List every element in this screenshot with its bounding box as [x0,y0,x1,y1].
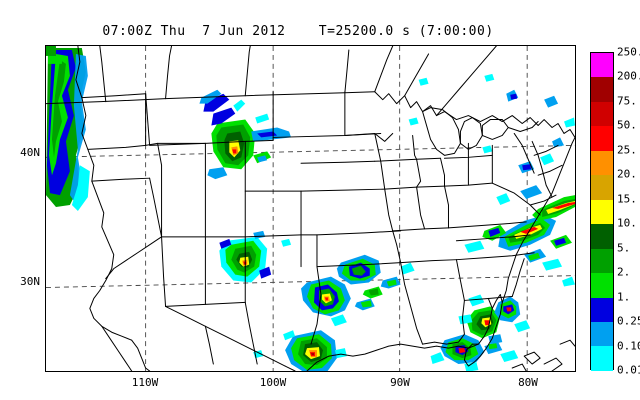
x-axis-tick-110W: 110W [131,376,159,389]
y-axis-tick-30N: 30N [20,275,40,288]
colorbar-label-10.: 10. [617,216,637,230]
precip-gulf-coast [430,334,519,371]
colorbar-band-9 [591,273,613,298]
colorbar-band-3 [591,126,613,151]
map-plot-area[interactable] [45,45,576,372]
x-axis-tick-100W: 100W [259,376,287,389]
map-geography [46,46,575,371]
colorbar-band-10 [591,297,613,322]
colorbar-label-50.: 50. [617,118,637,132]
colorbar-label-25.: 25. [617,143,637,157]
colorbar-label-0.01: 0.01 [617,363,640,377]
precip-florida [458,294,531,345]
precip-wyoming-nebraska [199,89,292,180]
colorbar-label-75.: 75. [617,94,637,108]
precip-colorado [219,230,272,283]
colorbar-band-5 [591,175,613,200]
page-title: 07:00Z Thu 7 Jun 2012 T=25200.0 s (7:00:… [102,24,494,39]
colorbar-label-15.: 15. [617,192,637,206]
colorbar-band-6 [591,199,613,225]
colorbar-label-250.: 250. [617,45,640,59]
precipitation-field [46,46,575,371]
colorbar-band-2 [591,101,613,127]
precip-central-texas [283,330,347,371]
colorbar-band-8 [591,248,613,274]
x-axis-tick-80W: 80W [518,376,538,389]
colorbar-label-2.: 2. [617,265,631,279]
colorbar-label-0.10: 0.10 [617,339,640,353]
colorbar-band-1 [591,77,613,102]
precip-pacific-northwest [46,46,90,211]
colorbar-band-11 [591,321,613,347]
y-axis-tick-40N: 40N [20,146,40,159]
map-svg [46,46,575,371]
colorbar-label-200.: 200. [617,69,640,83]
x-axis-tick-90W: 90W [390,376,410,389]
colorbar-band-7 [591,224,613,249]
colorbar-label-20.: 20. [617,167,637,181]
colorbar-label-5.: 5. [617,241,631,255]
colorbar-label-1.: 1. [617,290,631,304]
colorbar-band-0 [591,53,613,78]
colorbar-band-4 [591,150,613,176]
colorbar-label-0.25: 0.25 [617,314,640,328]
colorbar-band-12 [591,346,613,371]
colorbar[interactable] [590,52,614,371]
